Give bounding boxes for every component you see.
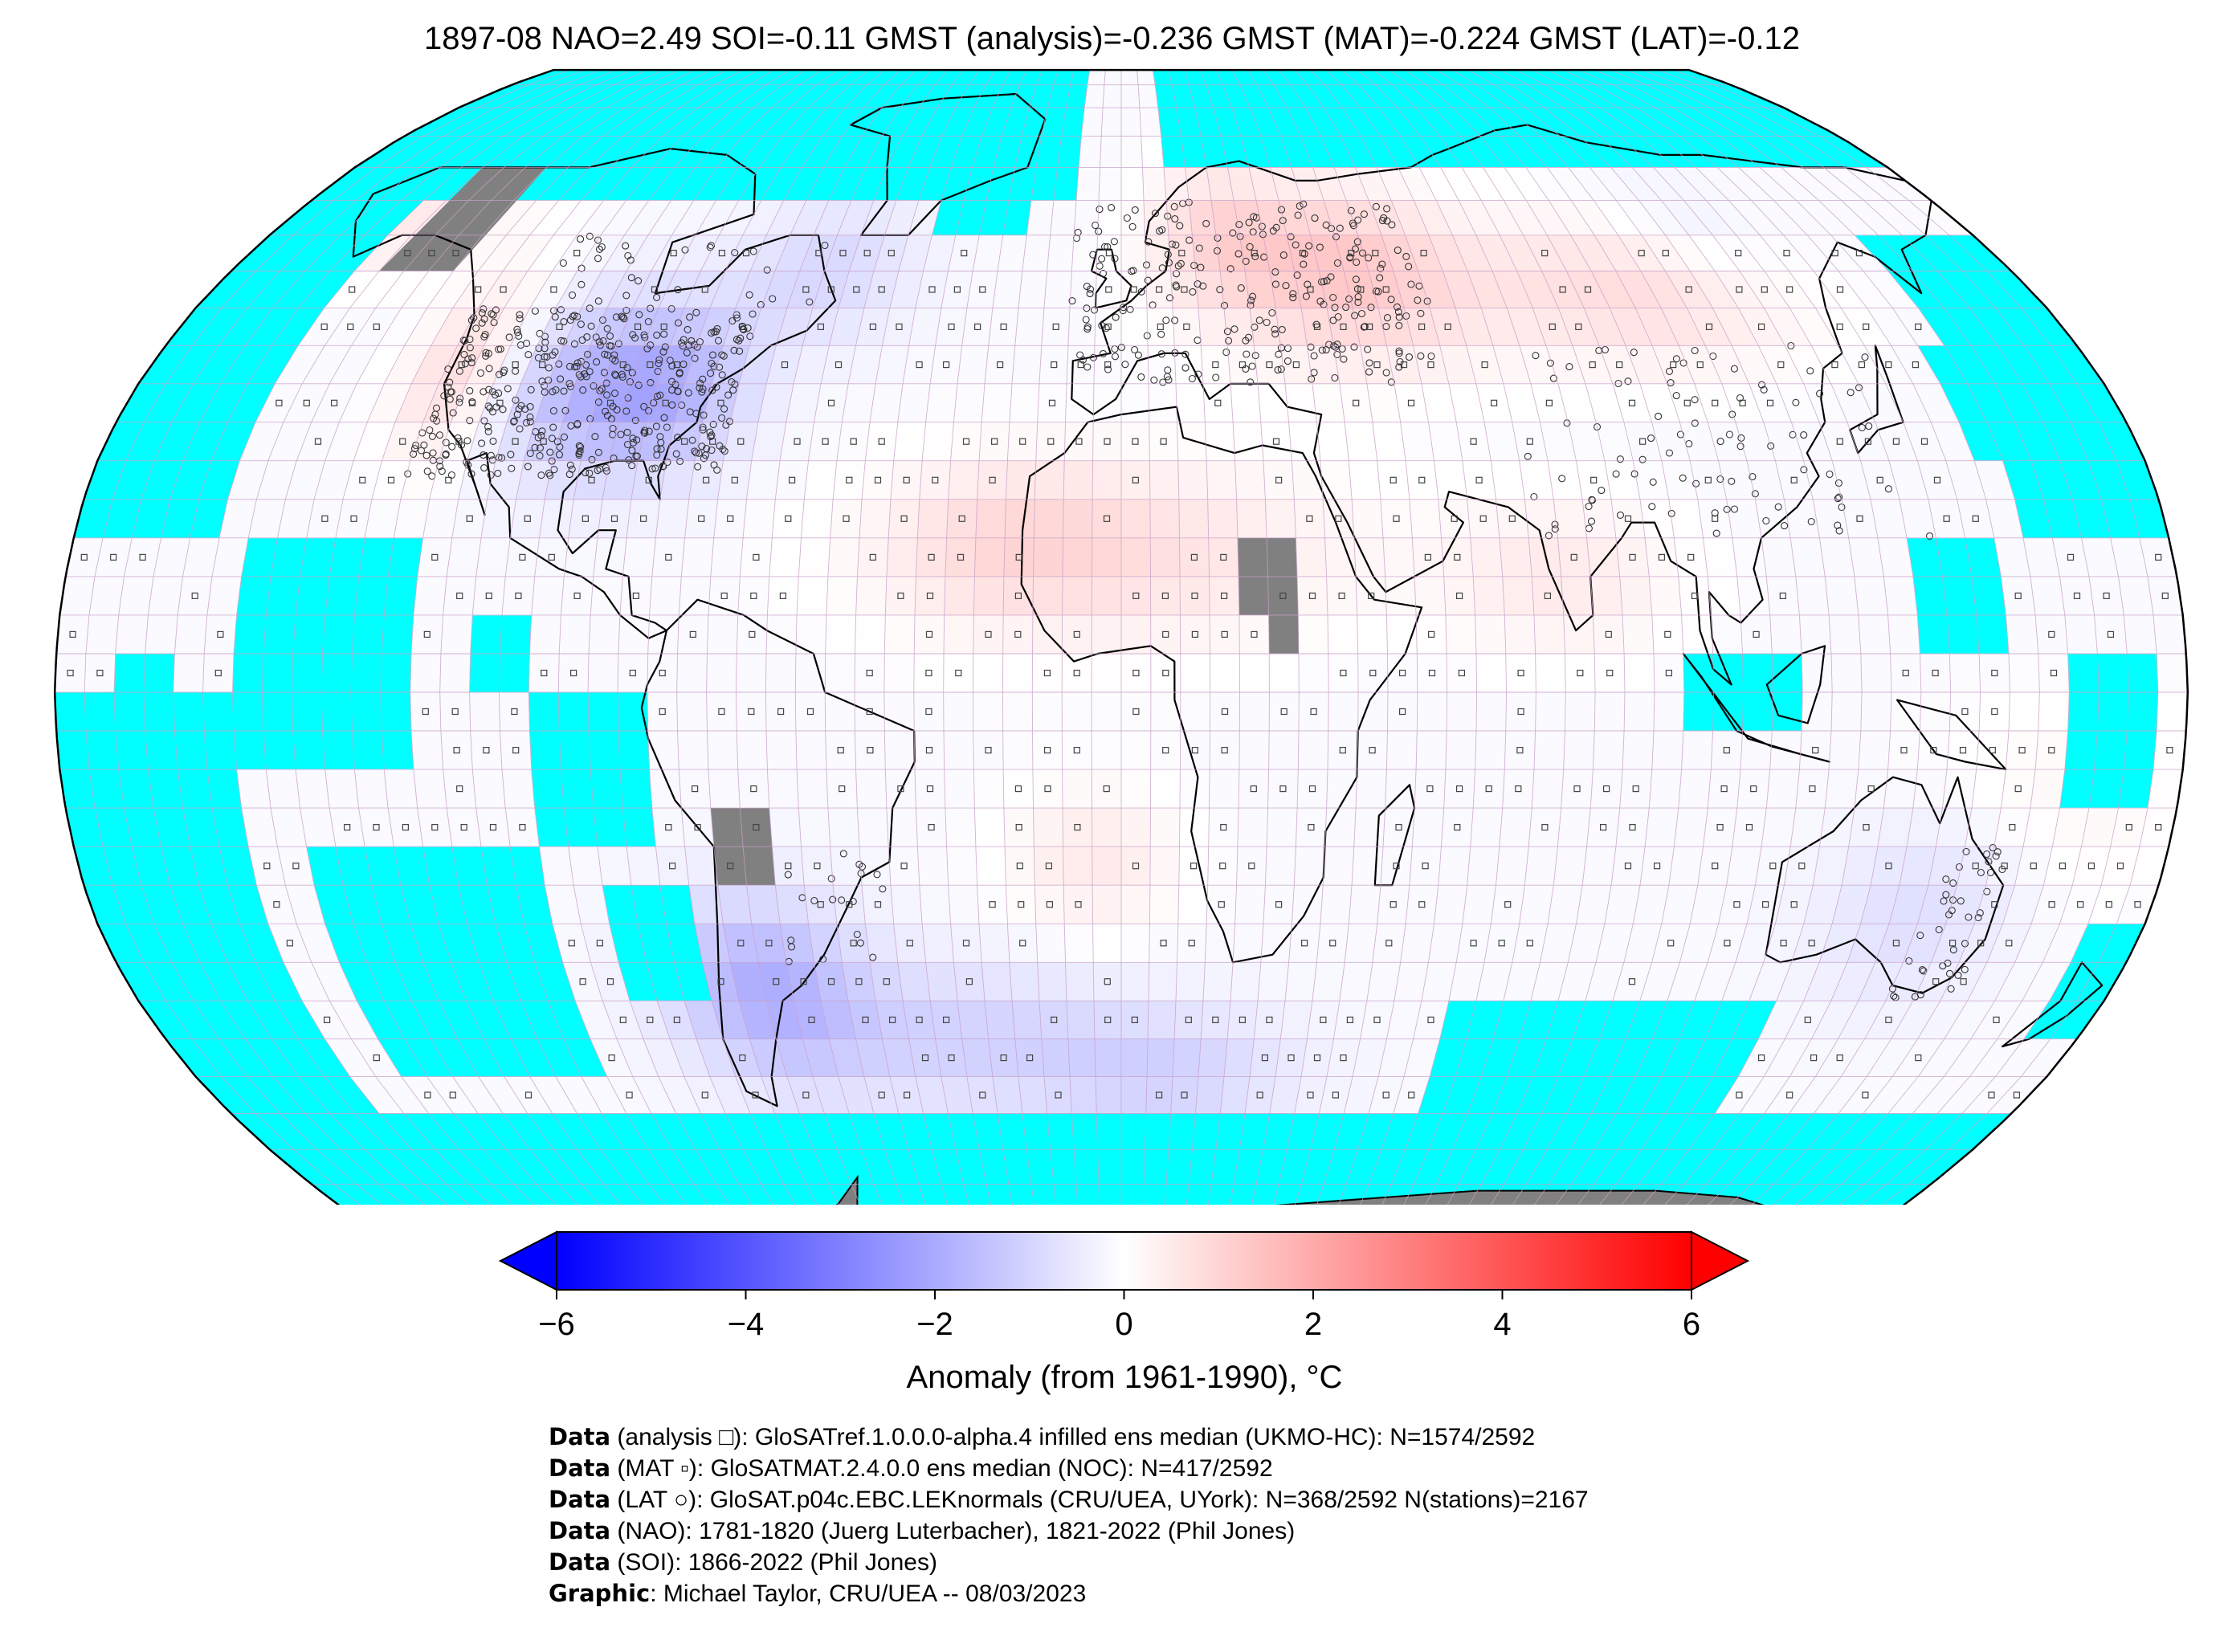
colorbar-tick-label: 2 <box>1304 1307 1322 1342</box>
credit-line-mat: Data (MAT ▫): GloSATMAT.2.4.0.0 ens medi… <box>549 1454 1273 1482</box>
colorbar-tick-label: −6 <box>538 1307 575 1342</box>
colorbar-tick-label: 0 <box>1115 1307 1132 1342</box>
colorbar: −6 −4 −2 0 2 4 6 Anomaly (from 1961-1990), °C <box>498 1230 1750 1395</box>
credit-line-analysis: Data (analysis □): GloSATref.1.0.0.0-alp… <box>549 1423 1536 1450</box>
map-title: 1897-08 NAO=2.49 SOI=-0.11 GMST (analysi… <box>424 21 1800 56</box>
credit-line-lat: Data (LAT ○): GloSAT.p04c.EBC.LEKnormals… <box>549 1486 1589 1513</box>
colorbar-low-extend <box>498 1230 557 1291</box>
credit-line-soi: Data (SOI): 1866-2022 (Phil Jones) <box>549 1548 937 1576</box>
credit-line-nao: Data (NAO): 1781-1820 (Juerg Luterbacher… <box>549 1517 1296 1544</box>
colorbar-tick-label: −4 <box>728 1307 765 1342</box>
colorbar-tick-label: −2 <box>916 1307 953 1342</box>
colorbar-high-extend <box>1691 1230 1750 1291</box>
credit-line-graphic: Graphic: Michael Taylor, CRU/UEA -- 08/0… <box>549 1580 1087 1607</box>
colorbar-label: Anomaly (from 1961-1990), °C <box>907 1360 1343 1395</box>
colorbar-tick-label: 4 <box>1493 1307 1511 1342</box>
world-map <box>53 68 2189 1205</box>
colorbar-tick-label: 6 <box>1683 1307 1700 1342</box>
colorbar-gradient <box>556 1231 1692 1291</box>
credits-block: Data (analysis □): GloSATref.1.0.0.0-alp… <box>549 1422 1914 1609</box>
